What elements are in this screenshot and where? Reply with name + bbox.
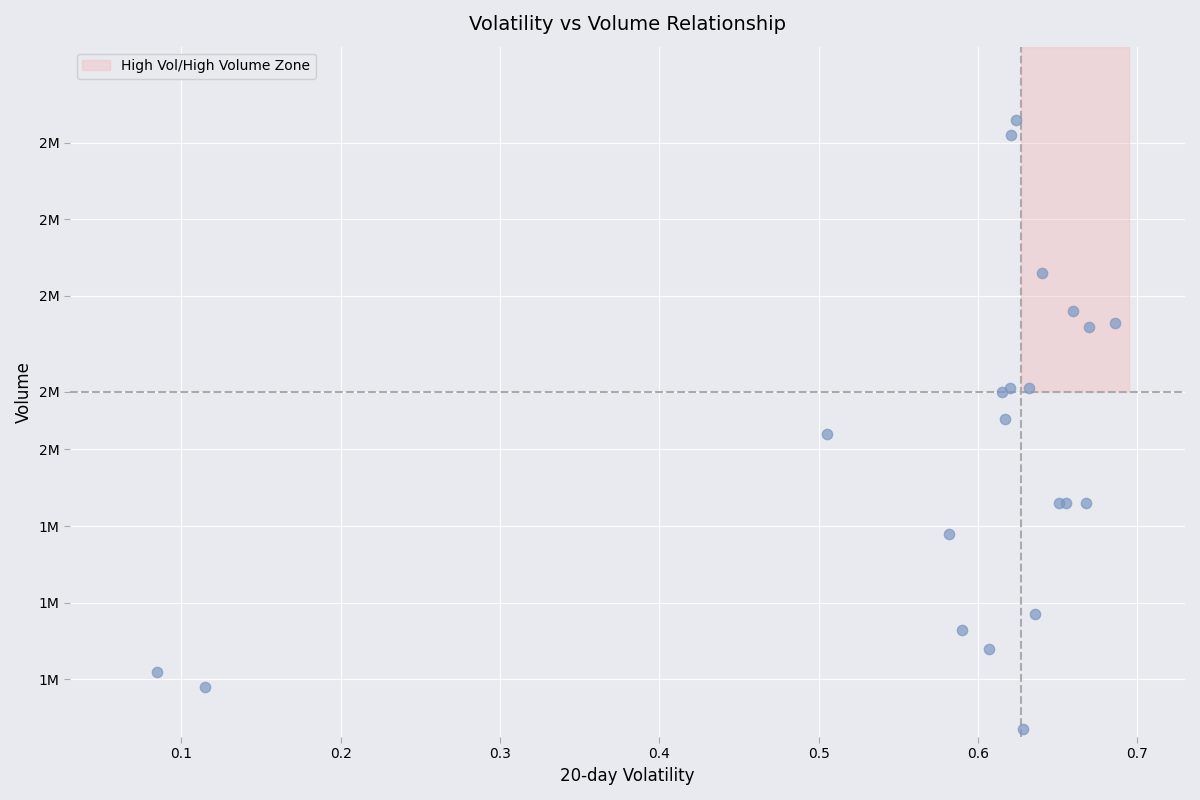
Point xyxy=(1013,723,1032,736)
Point xyxy=(1076,497,1096,510)
Point xyxy=(1019,382,1038,394)
Point xyxy=(1016,765,1036,778)
Point xyxy=(196,681,215,694)
Point xyxy=(1050,497,1069,510)
Point xyxy=(992,386,1012,398)
Y-axis label: Volume: Volume xyxy=(14,361,32,422)
Bar xyxy=(1021,46,1129,392)
Point xyxy=(817,428,836,441)
Point xyxy=(995,412,1014,425)
Point xyxy=(1064,305,1084,318)
Point xyxy=(1056,497,1075,510)
Point xyxy=(148,666,167,678)
Point xyxy=(1032,266,1051,279)
Point xyxy=(1000,382,1019,394)
Title: Volatility vs Volume Relationship: Volatility vs Volume Relationship xyxy=(469,15,786,34)
X-axis label: 20-day Volatility: 20-day Volatility xyxy=(560,767,695,785)
Legend: High Vol/High Volume Zone: High Vol/High Volume Zone xyxy=(77,54,316,78)
Point xyxy=(940,527,959,540)
Point xyxy=(1080,320,1099,333)
Point xyxy=(953,623,972,636)
Point xyxy=(979,642,998,655)
Point xyxy=(1007,113,1026,126)
Point xyxy=(1002,129,1021,142)
Point xyxy=(1105,317,1124,330)
Point xyxy=(1026,608,1045,621)
Point xyxy=(1038,788,1057,800)
